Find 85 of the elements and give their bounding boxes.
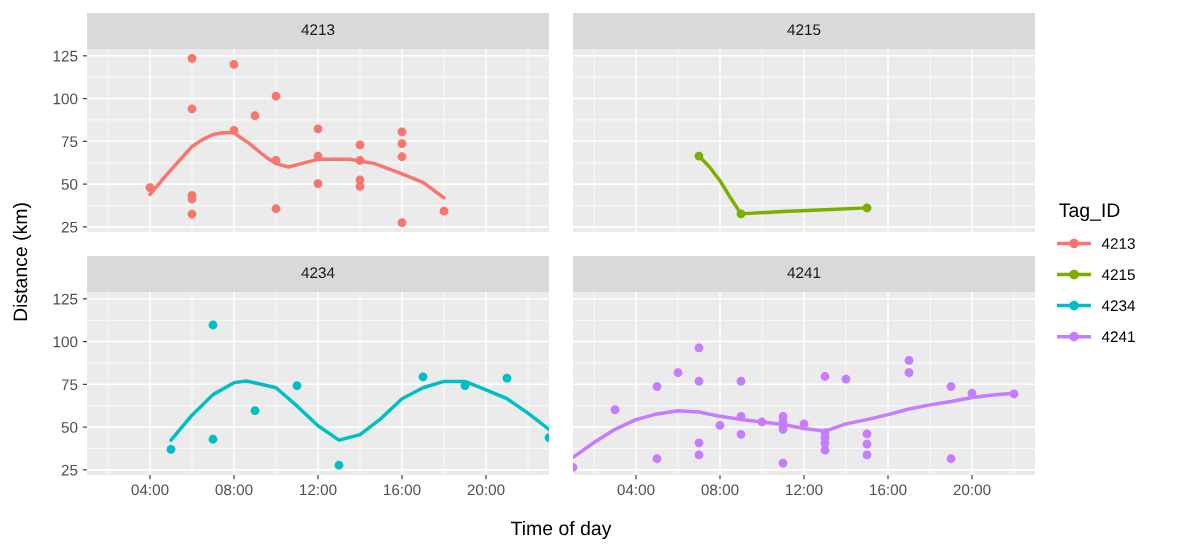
x-tick-label: 16:00 bbox=[384, 484, 421, 496]
legend-label: 4241 bbox=[1101, 331, 1135, 342]
y-tick-label: 75 bbox=[61, 136, 78, 148]
point bbox=[292, 381, 302, 391]
x-tick-label: 20:00 bbox=[467, 484, 505, 496]
point bbox=[313, 124, 323, 134]
point bbox=[736, 429, 746, 439]
chart-title: 4213 bbox=[301, 24, 335, 36]
point bbox=[946, 454, 956, 464]
point bbox=[250, 111, 260, 121]
point bbox=[397, 127, 407, 137]
point bbox=[946, 382, 956, 391]
point bbox=[208, 434, 218, 444]
point bbox=[187, 104, 197, 114]
legend-title: Tag_ID bbox=[1059, 203, 1120, 221]
point bbox=[397, 139, 407, 148]
point bbox=[694, 438, 704, 448]
point bbox=[904, 356, 914, 365]
line-series bbox=[169, 379, 549, 442]
point bbox=[862, 429, 872, 439]
point bbox=[271, 91, 281, 101]
point bbox=[841, 374, 851, 384]
x-tick-label: 12:00 bbox=[300, 484, 337, 496]
point bbox=[397, 218, 407, 227]
point bbox=[355, 182, 365, 191]
point bbox=[355, 140, 365, 150]
point bbox=[166, 444, 176, 454]
point bbox=[355, 155, 365, 165]
point bbox=[397, 152, 407, 162]
legend-label: 4213 bbox=[1101, 238, 1135, 249]
point bbox=[736, 376, 746, 386]
y-tick-label: 75 bbox=[61, 379, 78, 391]
y-tick-label: 100 bbox=[53, 93, 78, 105]
y-tick-label: 50 bbox=[61, 178, 78, 190]
point bbox=[271, 204, 281, 214]
chart-title: 4215 bbox=[787, 24, 821, 36]
point bbox=[208, 320, 218, 330]
point bbox=[418, 372, 428, 382]
x-tick-label: 04:00 bbox=[617, 484, 655, 496]
point bbox=[229, 60, 239, 69]
point bbox=[820, 445, 830, 455]
point bbox=[967, 388, 977, 398]
point bbox=[229, 126, 239, 135]
point bbox=[694, 376, 704, 386]
point bbox=[820, 372, 830, 381]
y-tick-label: 100 bbox=[53, 336, 78, 348]
point bbox=[715, 421, 725, 430]
point bbox=[439, 206, 449, 216]
point bbox=[334, 460, 344, 470]
y-tick-label: 125 bbox=[53, 293, 78, 305]
y-tick-label: 25 bbox=[61, 464, 78, 476]
point bbox=[862, 439, 872, 449]
x-tick-label: 20:00 bbox=[953, 484, 991, 496]
point bbox=[610, 405, 620, 415]
point bbox=[145, 183, 155, 192]
point bbox=[502, 373, 512, 383]
point bbox=[187, 209, 197, 219]
point bbox=[694, 343, 704, 353]
point bbox=[1009, 389, 1019, 399]
point bbox=[271, 155, 281, 165]
point bbox=[694, 450, 704, 460]
y-axis-title: Distance (km) bbox=[12, 203, 32, 321]
legend-label: 4215 bbox=[1101, 269, 1135, 281]
chart-title: 4241 bbox=[787, 267, 821, 278]
point bbox=[187, 54, 197, 63]
x-tick-label: 08:00 bbox=[701, 484, 739, 496]
point bbox=[904, 368, 914, 377]
x-tick-label: 04:00 bbox=[131, 484, 169, 496]
point bbox=[313, 179, 323, 188]
y-tick-label: 50 bbox=[61, 421, 78, 433]
chart-title: 4234 bbox=[301, 267, 335, 279]
point bbox=[757, 417, 767, 427]
point bbox=[652, 382, 662, 391]
point bbox=[250, 406, 260, 415]
y-tick-label: 25 bbox=[61, 221, 78, 233]
legend-label: 4234 bbox=[1101, 300, 1136, 312]
x-tick-label: 08:00 bbox=[215, 484, 253, 496]
x-axis-title: Time of day bbox=[511, 520, 612, 540]
point bbox=[652, 454, 662, 464]
point bbox=[673, 368, 683, 377]
y-tick-label: 125 bbox=[53, 50, 78, 62]
x-tick-label: 16:00 bbox=[870, 484, 907, 496]
point bbox=[778, 458, 788, 468]
point bbox=[862, 450, 872, 460]
x-tick-label: 12:00 bbox=[786, 484, 823, 496]
